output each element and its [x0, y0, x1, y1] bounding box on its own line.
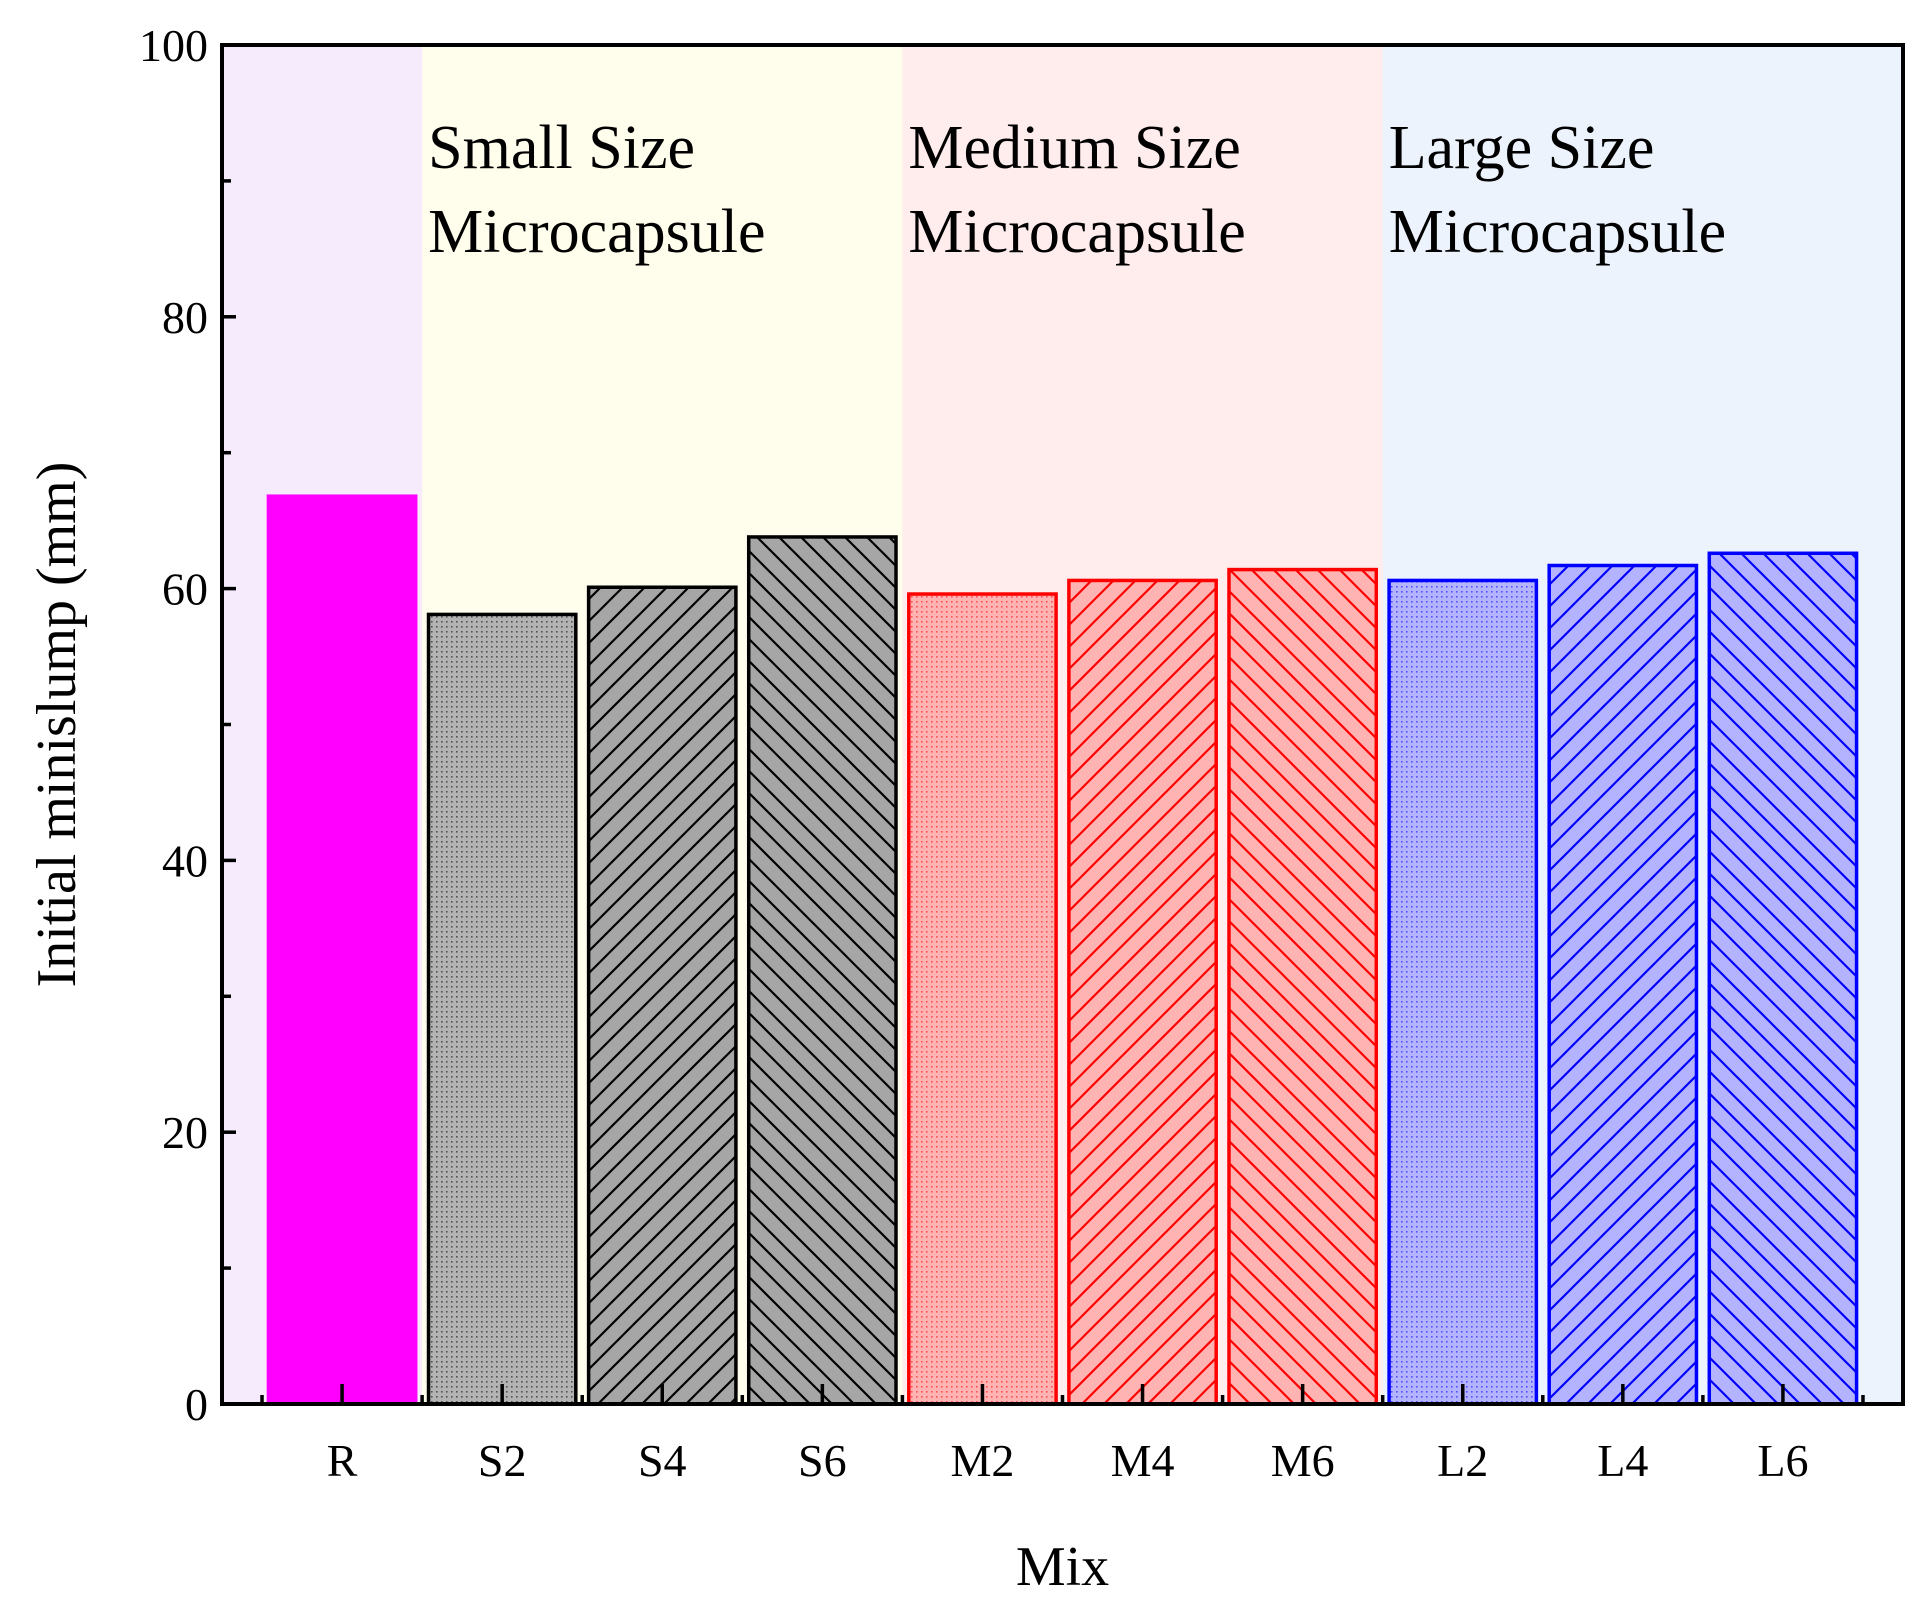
x-tick-label: M4	[1111, 1435, 1175, 1486]
y-tick-label: 60	[162, 564, 208, 615]
y-tick-label: 100	[139, 20, 208, 71]
x-tick-label: M2	[950, 1435, 1014, 1486]
y-axis-title: Initial minislump (mm)	[26, 462, 88, 988]
x-tick-label: S4	[638, 1435, 687, 1486]
x-tick-label: S2	[478, 1435, 527, 1486]
x-tick-label: M6	[1271, 1435, 1335, 1486]
bar-L6	[1707, 551, 1859, 1406]
bar-M2	[907, 592, 1058, 1406]
bar-L2	[1387, 578, 1539, 1406]
x-tick-label: S6	[798, 1435, 847, 1486]
region-label-line2: Microcapsule	[428, 198, 765, 266]
y-tick-label: 40	[162, 835, 208, 886]
x-tick-label: R	[327, 1435, 358, 1486]
bars	[266, 494, 1859, 1406]
y-tick-label: 80	[162, 292, 208, 343]
region-labels: Small Size Microcapsule Medium Size Microca…	[428, 114, 1726, 266]
region-label-line1: Large Size	[1389, 114, 1655, 182]
y-tick-label: 0	[185, 1379, 208, 1430]
x-axis-title: Mix	[1016, 1536, 1109, 1598]
region-label-line2: Microcapsule	[1389, 198, 1726, 266]
region-label-line1: Small Size	[428, 114, 695, 182]
bar-L4	[1547, 563, 1699, 1406]
bar-R	[266, 494, 418, 1406]
bar-S4	[586, 585, 738, 1406]
region-label-line1: Medium Size	[908, 114, 1240, 182]
x-tick-label: L2	[1437, 1435, 1488, 1486]
bar-S2	[426, 612, 578, 1406]
bar-M6	[1227, 567, 1379, 1406]
x-tick-label: L6	[1757, 1435, 1808, 1486]
bar-M4	[1067, 578, 1218, 1406]
axes: 0 20 40 60 80 100 R S2 S4 S6 M2 M4 M6 L2 L4 L6	[139, 20, 1905, 1486]
region-label-line2: Microcapsule	[908, 198, 1245, 266]
y-tick-label: 20	[162, 1107, 208, 1158]
x-tick-label: L4	[1597, 1435, 1648, 1486]
bar-S6	[746, 535, 898, 1406]
